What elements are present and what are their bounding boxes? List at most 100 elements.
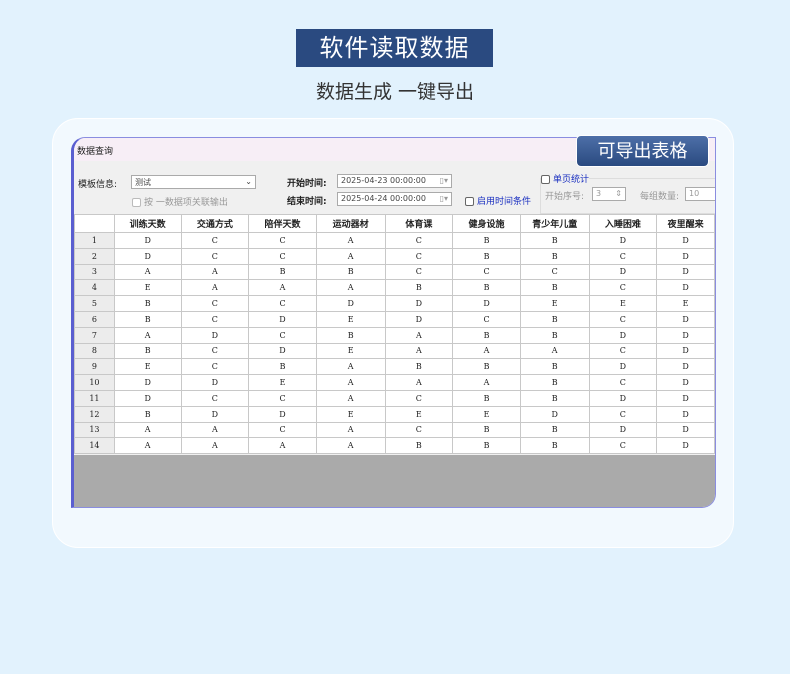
enable-time-checkbox[interactable]: 启用时间条件 [465,194,531,207]
table-cell[interactable]: A [315,232,386,249]
template-select[interactable]: 测试 ⌄ [131,175,256,189]
table-cell[interactable]: B [113,342,182,360]
table-cell[interactable]: B [384,358,454,376]
table-cell[interactable]: D [656,437,715,455]
table-cell[interactable]: B [452,232,521,249]
table-cell[interactable]: A [519,342,590,360]
table-cell[interactable]: C [180,389,250,407]
row-number[interactable]: 2 [74,247,115,265]
row-number[interactable]: 9 [74,358,115,376]
start-index-stepper[interactable]: 3 ⇕ [592,187,626,201]
table-cell[interactable]: E [656,295,715,312]
table-cell[interactable]: A [384,326,454,344]
table-cell[interactable]: C [588,247,658,265]
table-cell[interactable]: A [113,437,182,455]
table-cell[interactable]: D [656,421,715,439]
table-cell[interactable]: B [519,326,590,344]
table-cell[interactable]: C [588,405,658,423]
table-row[interactable]: 12 B D D E E E D C D [74,405,715,423]
table-cell[interactable]: E [452,405,521,423]
table-cell[interactable]: D [248,310,317,328]
table-cell[interactable]: D [248,405,317,423]
calendar-icon[interactable]: ▯▾ [439,194,448,203]
group-count-stepper[interactable]: 10 [685,187,715,201]
table-cell[interactable]: D [656,389,715,407]
table-cell[interactable]: D [656,310,715,328]
table-cell[interactable]: B [519,358,590,376]
table-cell[interactable]: A [384,374,454,391]
table-row[interactable]: 11 D C C A C B B D D [74,389,715,407]
table-cell[interactable]: A [452,342,521,360]
table-cell[interactable]: A [113,263,182,281]
table-cell[interactable]: D [588,421,658,439]
table-cell[interactable]: C [588,279,658,297]
table-cell[interactable]: C [452,263,521,281]
table-row[interactable]: 13 A A C A C B B D D [74,421,715,439]
table-cell[interactable]: D [656,263,715,281]
table-cell[interactable]: D [588,232,658,249]
table-cell[interactable]: D [656,342,715,360]
table-cell[interactable]: E [113,358,182,376]
table-cell[interactable]: B [384,279,454,297]
table-cell[interactable]: D [656,358,715,376]
table-cell[interactable]: E [315,310,386,328]
table-cell[interactable]: B [113,310,182,328]
table-cell[interactable]: B [519,247,590,265]
table-cell[interactable]: D [588,263,658,281]
table-cell[interactable]: A [248,279,317,297]
table-cell[interactable]: B [452,279,521,297]
table-cell[interactable]: D [656,232,715,249]
table-cell[interactable]: B [452,358,521,376]
table-cell[interactable]: D [656,247,715,265]
table-cell[interactable]: C [588,342,658,360]
table-cell[interactable]: D [588,326,658,344]
table-cell[interactable]: E [519,295,590,312]
table-cell[interactable]: C [248,389,317,407]
option-checkbox[interactable]: 按 一数据项关联输出 [132,195,228,208]
table-cell[interactable]: D [315,295,386,312]
table-cell[interactable]: B [452,326,521,344]
table-cell[interactable]: B [113,405,182,423]
table-cell[interactable]: E [248,374,317,391]
table-cell[interactable]: A [452,374,521,391]
table-cell[interactable]: C [248,295,317,312]
page-stat-checkbox[interactable]: 单页统计 [541,172,590,185]
table-cell[interactable]: C [180,247,250,265]
table-cell[interactable]: D [588,389,658,407]
table-cell[interactable]: C [248,232,317,249]
column-header[interactable]: 交通方式 [180,214,250,233]
table-cell[interactable]: C [384,247,454,265]
row-number[interactable]: 6 [74,310,115,328]
table-cell[interactable]: B [452,421,521,439]
row-number[interactable]: 13 [74,421,115,439]
table-cell[interactable]: E [113,279,182,297]
column-header[interactable]: 入睡困难 [588,214,658,233]
table-cell[interactable]: D [180,374,250,391]
column-header[interactable]: 体育课 [384,214,454,233]
row-number[interactable]: 7 [74,326,115,344]
table-cell[interactable]: A [248,437,317,455]
table-cell[interactable]: C [248,421,317,439]
table-cell[interactable]: D [248,342,317,360]
table-cell[interactable]: D [113,247,182,265]
table-cell[interactable]: B [248,263,317,281]
row-number[interactable]: 14 [74,437,115,455]
table-cell[interactable]: B [519,310,590,328]
table-cell[interactable]: D [519,405,590,423]
table-cell[interactable]: B [519,421,590,439]
table-cell[interactable]: A [180,437,250,455]
column-header[interactable]: 夜里醒来 [656,214,715,233]
table-cell[interactable]: D [656,326,715,344]
table-cell[interactable]: A [384,342,454,360]
column-header[interactable]: 陪伴天数 [248,214,317,233]
table-cell[interactable]: D [656,405,715,423]
table-cell[interactable]: B [519,279,590,297]
table-cell[interactable]: A [315,247,386,265]
table-cell[interactable]: D [656,374,715,391]
row-number[interactable]: 10 [74,374,115,391]
